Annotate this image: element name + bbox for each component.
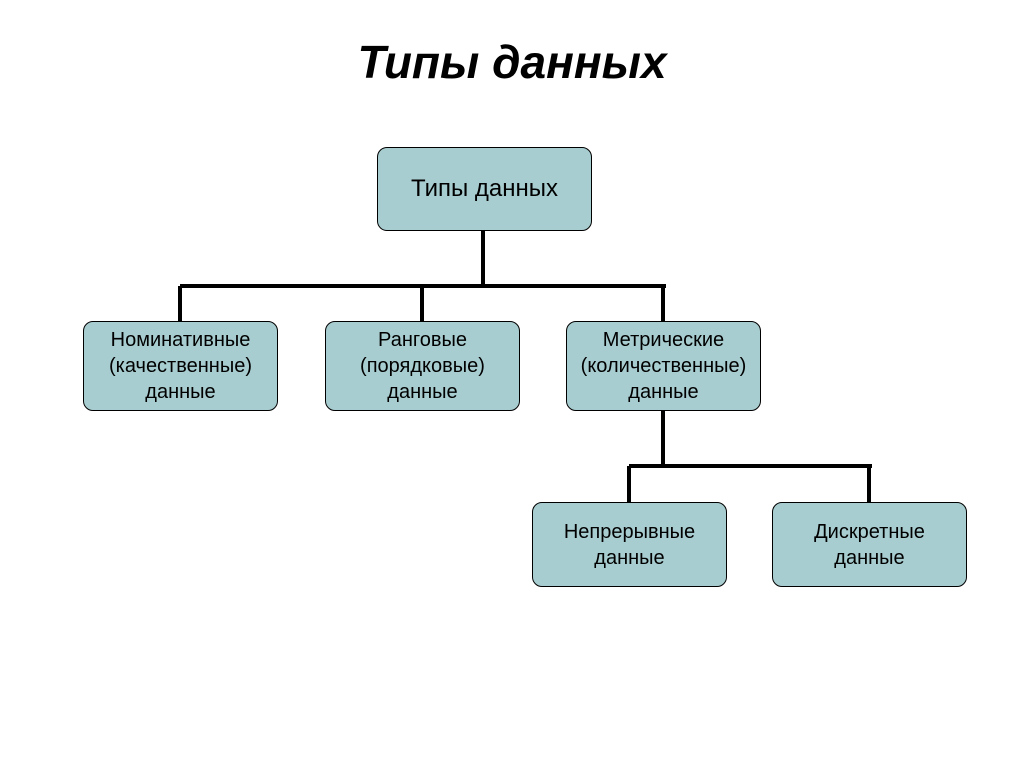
tree-node-n1: Номинативные (качественные) данные [83, 321, 278, 411]
tree-connector [661, 286, 665, 321]
tree-connector [627, 466, 631, 502]
tree-node-n3: Метрические (количественные) данные [566, 321, 761, 411]
tree-connector [481, 231, 485, 286]
tree-node-n5: Дискретные данные [772, 502, 967, 587]
tree-node-root: Типы данных [377, 147, 592, 231]
tree-connector [867, 466, 871, 502]
tree-connector [420, 286, 424, 321]
tree-node-n2: Ранговые (порядковые) данные [325, 321, 520, 411]
tree-connector [629, 464, 872, 468]
tree-connector [661, 411, 665, 466]
hierarchy-diagram: Типы данных Номинативные (качественные) д… [0, 0, 1024, 767]
tree-connector [178, 286, 182, 321]
tree-node-n4: Непрерывные данные [532, 502, 727, 587]
